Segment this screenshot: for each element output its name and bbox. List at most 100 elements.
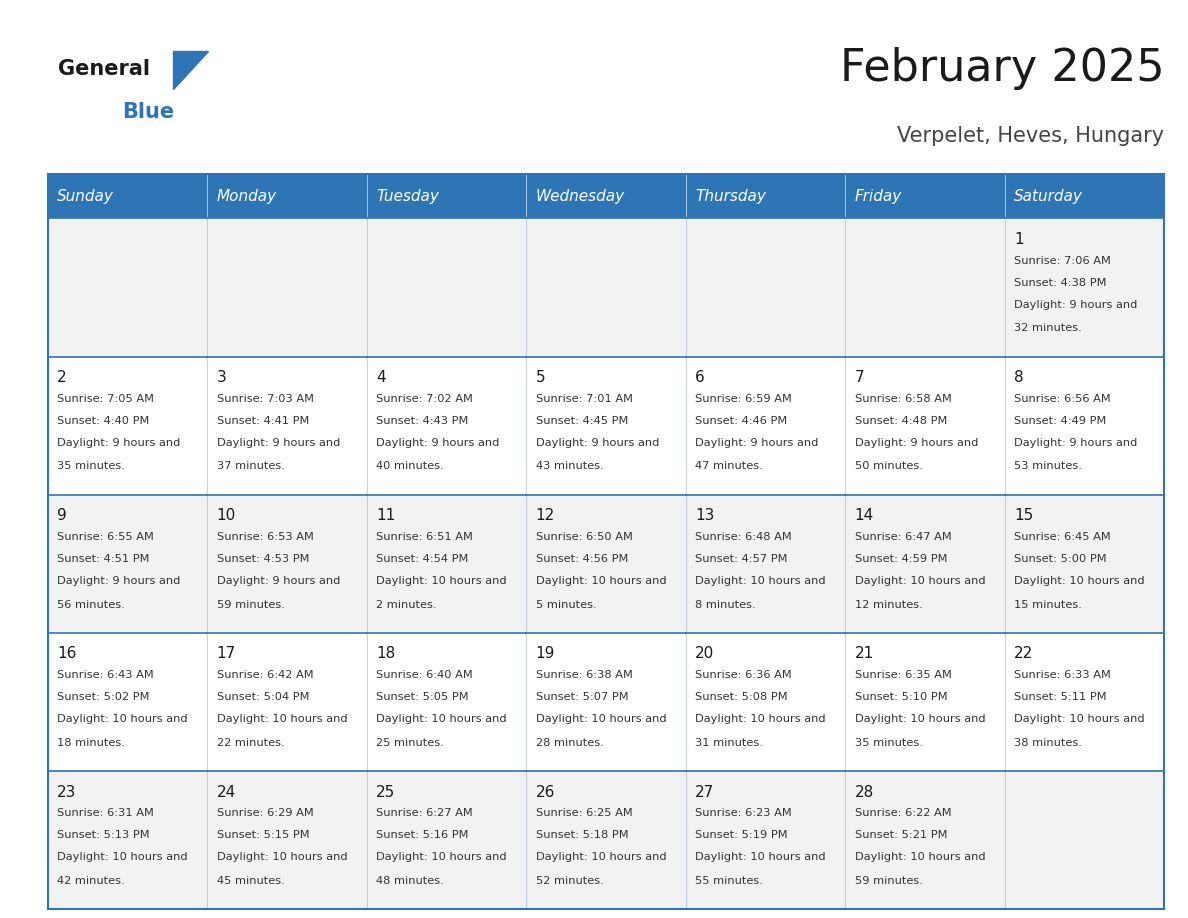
Text: Sunset: 4:54 PM: Sunset: 4:54 PM (377, 554, 468, 564)
Text: General: General (58, 59, 150, 79)
Text: 2 minutes.: 2 minutes. (377, 599, 437, 610)
Text: Daylight: 9 hours and: Daylight: 9 hours and (854, 438, 978, 448)
Text: 16: 16 (57, 646, 76, 662)
Text: Sunrise: 6:48 AM: Sunrise: 6:48 AM (695, 532, 792, 542)
Text: 5 minutes.: 5 minutes. (536, 599, 596, 610)
Polygon shape (172, 50, 208, 89)
Text: Sunset: 4:48 PM: Sunset: 4:48 PM (854, 416, 947, 426)
Text: Sunset: 5:11 PM: Sunset: 5:11 PM (1015, 692, 1107, 702)
Text: Sunrise: 7:01 AM: Sunrise: 7:01 AM (536, 394, 633, 404)
Text: Sunrise: 6:31 AM: Sunrise: 6:31 AM (57, 808, 154, 818)
Text: 35 minutes.: 35 minutes. (854, 738, 923, 747)
Text: Daylight: 10 hours and: Daylight: 10 hours and (536, 714, 666, 724)
Text: Sunrise: 6:45 AM: Sunrise: 6:45 AM (1015, 532, 1111, 542)
Text: 6: 6 (695, 370, 704, 386)
Text: 17: 17 (216, 646, 236, 662)
Text: Sunrise: 6:42 AM: Sunrise: 6:42 AM (216, 670, 314, 680)
Text: 15 minutes.: 15 minutes. (1015, 599, 1082, 610)
Text: Sunday: Sunday (57, 189, 114, 204)
Text: Sunrise: 6:22 AM: Sunrise: 6:22 AM (854, 808, 952, 818)
Text: 23: 23 (57, 785, 76, 800)
Text: Daylight: 10 hours and: Daylight: 10 hours and (1015, 577, 1145, 586)
Text: 32 minutes.: 32 minutes. (1015, 323, 1082, 333)
Text: Sunset: 5:02 PM: Sunset: 5:02 PM (57, 692, 150, 702)
Text: Sunset: 4:45 PM: Sunset: 4:45 PM (536, 416, 628, 426)
Text: Daylight: 10 hours and: Daylight: 10 hours and (536, 577, 666, 586)
Text: 26: 26 (536, 785, 555, 800)
FancyBboxPatch shape (48, 356, 207, 495)
Text: Sunrise: 6:56 AM: Sunrise: 6:56 AM (1015, 394, 1111, 404)
Text: 27: 27 (695, 785, 714, 800)
Text: 40 minutes.: 40 minutes. (377, 462, 444, 472)
FancyBboxPatch shape (685, 174, 845, 218)
Text: Sunset: 5:07 PM: Sunset: 5:07 PM (536, 692, 628, 702)
Text: Sunset: 5:13 PM: Sunset: 5:13 PM (57, 830, 150, 840)
Text: Daylight: 10 hours and: Daylight: 10 hours and (216, 852, 347, 862)
Text: 38 minutes.: 38 minutes. (1015, 738, 1082, 747)
Text: 22: 22 (1015, 646, 1034, 662)
Text: Daylight: 9 hours and: Daylight: 9 hours and (1015, 438, 1138, 448)
Text: 10: 10 (216, 509, 236, 523)
Text: Thursday: Thursday (695, 189, 766, 204)
Text: 55 minutes.: 55 minutes. (695, 876, 763, 886)
FancyBboxPatch shape (845, 633, 1005, 771)
Text: 59 minutes.: 59 minutes. (854, 876, 923, 886)
Text: 18 minutes.: 18 minutes. (57, 738, 125, 747)
Text: 19: 19 (536, 646, 555, 662)
Text: Daylight: 10 hours and: Daylight: 10 hours and (536, 852, 666, 862)
Text: Sunrise: 6:51 AM: Sunrise: 6:51 AM (377, 532, 473, 542)
Text: Saturday: Saturday (1015, 189, 1083, 204)
Text: Sunset: 5:05 PM: Sunset: 5:05 PM (377, 692, 469, 702)
FancyBboxPatch shape (367, 218, 526, 356)
Text: Daylight: 9 hours and: Daylight: 9 hours and (216, 577, 340, 586)
FancyBboxPatch shape (207, 771, 367, 909)
Text: 8 minutes.: 8 minutes. (695, 599, 756, 610)
FancyBboxPatch shape (845, 174, 1005, 218)
Text: Sunrise: 6:27 AM: Sunrise: 6:27 AM (377, 808, 473, 818)
Text: Sunrise: 6:53 AM: Sunrise: 6:53 AM (216, 532, 314, 542)
Text: Sunset: 4:46 PM: Sunset: 4:46 PM (695, 416, 788, 426)
FancyBboxPatch shape (48, 495, 207, 633)
Text: Monday: Monday (216, 189, 277, 204)
Text: Wednesday: Wednesday (536, 189, 625, 204)
Text: 21: 21 (854, 646, 874, 662)
FancyBboxPatch shape (685, 356, 845, 495)
FancyBboxPatch shape (1005, 356, 1164, 495)
Text: 47 minutes.: 47 minutes. (695, 462, 763, 472)
FancyBboxPatch shape (526, 633, 685, 771)
Text: 53 minutes.: 53 minutes. (1015, 462, 1082, 472)
Text: Daylight: 10 hours and: Daylight: 10 hours and (695, 577, 826, 586)
FancyBboxPatch shape (1005, 218, 1164, 356)
Text: Sunset: 4:59 PM: Sunset: 4:59 PM (854, 554, 947, 564)
Text: 37 minutes.: 37 minutes. (216, 462, 284, 472)
Text: Daylight: 10 hours and: Daylight: 10 hours and (377, 577, 507, 586)
Text: Sunset: 5:19 PM: Sunset: 5:19 PM (695, 830, 788, 840)
Text: 28 minutes.: 28 minutes. (536, 738, 604, 747)
Text: Sunrise: 6:25 AM: Sunrise: 6:25 AM (536, 808, 632, 818)
FancyBboxPatch shape (685, 495, 845, 633)
Text: Sunset: 4:38 PM: Sunset: 4:38 PM (1015, 278, 1107, 288)
FancyBboxPatch shape (845, 218, 1005, 356)
Text: 9: 9 (57, 509, 67, 523)
Text: Sunset: 5:08 PM: Sunset: 5:08 PM (695, 692, 788, 702)
FancyBboxPatch shape (1005, 174, 1164, 218)
Text: Sunrise: 6:59 AM: Sunrise: 6:59 AM (695, 394, 792, 404)
FancyBboxPatch shape (685, 218, 845, 356)
Text: 52 minutes.: 52 minutes. (536, 876, 604, 886)
FancyBboxPatch shape (207, 174, 367, 218)
Text: Sunset: 5:21 PM: Sunset: 5:21 PM (854, 830, 947, 840)
FancyBboxPatch shape (1005, 633, 1164, 771)
Text: Sunrise: 6:47 AM: Sunrise: 6:47 AM (854, 532, 952, 542)
Text: Daylight: 10 hours and: Daylight: 10 hours and (57, 714, 188, 724)
FancyBboxPatch shape (526, 356, 685, 495)
Text: 12 minutes.: 12 minutes. (854, 599, 923, 610)
FancyBboxPatch shape (48, 218, 207, 356)
Text: 20: 20 (695, 646, 714, 662)
FancyBboxPatch shape (526, 495, 685, 633)
FancyBboxPatch shape (207, 218, 367, 356)
FancyBboxPatch shape (1005, 771, 1164, 909)
Text: Sunset: 4:51 PM: Sunset: 4:51 PM (57, 554, 150, 564)
Text: 1: 1 (1015, 232, 1024, 247)
Text: Friday: Friday (854, 189, 902, 204)
FancyBboxPatch shape (845, 356, 1005, 495)
